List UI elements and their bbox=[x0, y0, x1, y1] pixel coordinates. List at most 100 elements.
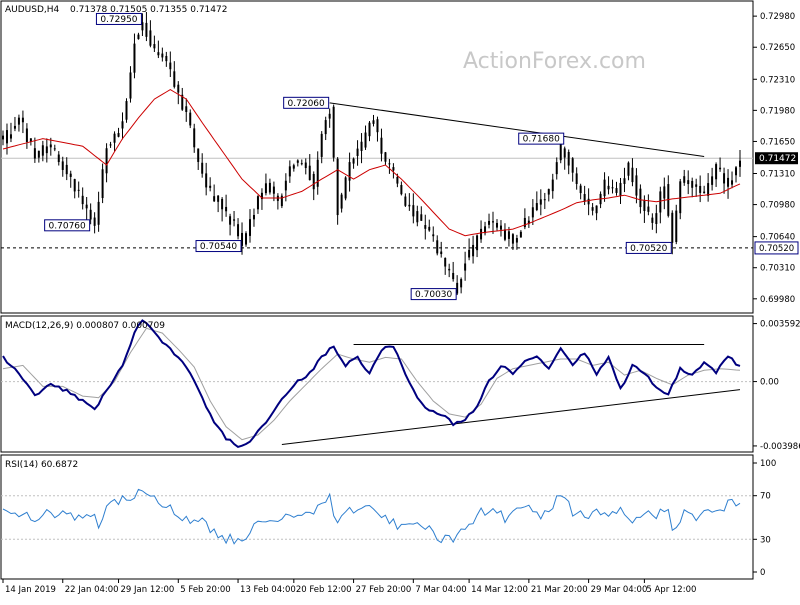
candle-body bbox=[81, 195, 84, 205]
candle-body bbox=[213, 196, 216, 202]
candle-body bbox=[683, 176, 686, 183]
candle-body bbox=[193, 128, 196, 148]
candle-body bbox=[468, 249, 471, 258]
candle-body bbox=[189, 112, 192, 126]
candle-body bbox=[488, 220, 491, 225]
annotation-box bbox=[44, 219, 91, 232]
candle-body bbox=[627, 162, 630, 176]
rsi-lines bbox=[1, 488, 753, 545]
candle-body bbox=[340, 194, 343, 209]
time-tick-label: 29 Jan 12:00 bbox=[121, 585, 175, 595]
candle-body bbox=[615, 188, 618, 193]
macd-panel-frame bbox=[0, 315, 754, 453]
candle-body bbox=[595, 205, 598, 214]
candle-body bbox=[145, 22, 148, 37]
candle-body bbox=[587, 198, 590, 205]
candle-body bbox=[543, 199, 546, 201]
candle-body bbox=[169, 62, 172, 70]
candle-body bbox=[432, 234, 435, 237]
price-axis: 0.72980 0.72650 0.72310 0.71980 0.71650 0.713… bbox=[753, 12, 799, 305]
candle-body bbox=[535, 203, 538, 211]
time-tick-label: 21 Mar 20:00 bbox=[531, 585, 588, 595]
candle-body bbox=[631, 167, 634, 183]
candle-body bbox=[233, 219, 236, 221]
candle-body bbox=[579, 185, 582, 194]
price-tick-label: 0.71980 bbox=[760, 106, 795, 116]
candle-body bbox=[296, 160, 299, 163]
price-trendline-segment bbox=[329, 102, 705, 158]
candle-body bbox=[356, 148, 359, 156]
candle-body bbox=[256, 196, 259, 210]
candle-body bbox=[703, 191, 706, 194]
candle-body bbox=[476, 235, 479, 251]
candle-body bbox=[456, 282, 459, 294]
candle-body bbox=[332, 106, 335, 158]
time-tick-label: 5 Feb 20:00 bbox=[180, 585, 230, 595]
candle-body bbox=[571, 158, 574, 173]
time-tick-label: 20 Feb 12:00 bbox=[296, 585, 352, 595]
candles bbox=[2, 11, 741, 296]
rsi-line bbox=[2, 488, 741, 545]
candle-body bbox=[241, 232, 244, 246]
macd-lines bbox=[1, 319, 753, 449]
price-tick-label: 0.71310 bbox=[760, 169, 795, 179]
candle-body bbox=[695, 184, 698, 187]
candle-body bbox=[523, 217, 526, 228]
candle-body bbox=[25, 128, 28, 142]
candle-body bbox=[2, 135, 4, 140]
candle-body bbox=[137, 34, 140, 40]
candle-body bbox=[591, 207, 594, 211]
candle-body bbox=[89, 209, 92, 220]
candle-body bbox=[69, 173, 72, 177]
candle-body bbox=[515, 238, 518, 243]
macd-tick-label: 0.003592 bbox=[760, 320, 800, 330]
time-tick-label: 29 Mar 04:00 bbox=[591, 585, 648, 595]
watermark: ActionForex.com bbox=[463, 49, 646, 74]
rsi-tick-label: 70 bbox=[760, 492, 771, 502]
candle-body bbox=[181, 94, 184, 110]
candle-body bbox=[101, 169, 104, 199]
annotation-box bbox=[625, 241, 672, 254]
time-tick-label: 13 Feb 04:00 bbox=[240, 585, 296, 595]
candle-body bbox=[201, 162, 204, 174]
candle-body bbox=[97, 201, 100, 225]
candle-body bbox=[368, 122, 371, 137]
candle-body bbox=[408, 204, 411, 207]
candle-body bbox=[492, 221, 495, 223]
rsi-title: RSI(14) 60.6872 bbox=[5, 460, 78, 470]
candle-body bbox=[29, 138, 32, 142]
candle-body bbox=[499, 225, 502, 230]
candle-body bbox=[651, 217, 654, 223]
candle-body bbox=[113, 133, 116, 143]
candle-body bbox=[33, 148, 36, 159]
candle-body bbox=[671, 212, 674, 243]
annotation-box bbox=[283, 96, 330, 109]
macd-axis: 0.003592 0.00 -0.003986 bbox=[753, 320, 800, 452]
annotation-label: 0.71680 bbox=[523, 135, 560, 145]
candle-body bbox=[37, 150, 40, 158]
macd-signal-line bbox=[2, 327, 741, 441]
candle-body bbox=[472, 244, 475, 257]
candle-body bbox=[452, 272, 455, 280]
macd-title: MACD(12,26,9) 0.000807 0.000709 bbox=[5, 321, 165, 331]
candle-body bbox=[575, 173, 578, 184]
candle-body bbox=[440, 251, 443, 255]
price-annotations: 0.72950 0.70760 0.70540 0.72060 0.70030 0.716… bbox=[44, 12, 672, 301]
candle-body bbox=[699, 185, 702, 193]
candle-body bbox=[284, 180, 287, 191]
ma-line bbox=[2, 89, 741, 237]
candle-body bbox=[719, 167, 722, 170]
rsi-panel: RSI(14) 60.6872 100 70 30 0 bbox=[0, 454, 776, 580]
support-price-label: 0.70520 bbox=[759, 244, 794, 254]
time-axis: 14 Jan 2019 22 Jan 04:00 29 Jan 12:00 5 Feb… bbox=[2, 579, 696, 595]
candle-body bbox=[185, 106, 188, 112]
rsi-tick-label: 100 bbox=[760, 459, 776, 469]
candle-body bbox=[444, 257, 447, 267]
candle-body bbox=[735, 167, 738, 176]
candle-body bbox=[464, 263, 467, 271]
price-tick-label: 0.70310 bbox=[760, 264, 795, 274]
candle-body bbox=[300, 163, 303, 165]
candle-body bbox=[312, 173, 315, 190]
candle-body bbox=[217, 195, 220, 202]
